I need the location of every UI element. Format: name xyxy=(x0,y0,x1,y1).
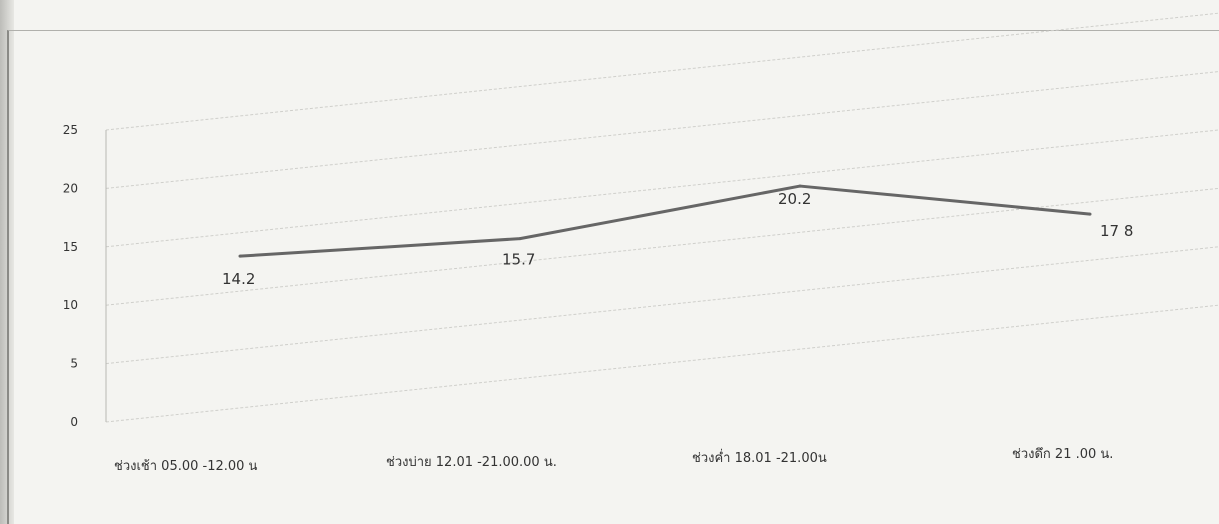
chart-frame xyxy=(7,30,1219,524)
data-label-2: 15.7 xyxy=(502,251,535,269)
x-category-labels: ช่วงเช้า 05.00 -12.00 น ช่วงบ่าย 12.01 -2… xyxy=(114,447,1113,474)
x-category-label-4: ช่วงดึก 21 .00 น. xyxy=(1012,447,1113,462)
data-point-2 xyxy=(518,237,522,241)
gridline-5 xyxy=(105,246,1219,365)
y-tick-label-15: 15 xyxy=(63,240,78,254)
data-label-1: 14.2 xyxy=(222,270,255,288)
data-label-3: 20.2 xyxy=(778,190,811,208)
y-tick-label-0: 0 xyxy=(70,415,78,429)
x-category-label-1: ช่วงเช้า 05.00 -12.00 น xyxy=(114,459,258,474)
y-tick-label-25: 25 xyxy=(63,123,78,137)
y-tick-label-5: 5 xyxy=(70,357,78,371)
gridline-25 xyxy=(105,12,1219,131)
y-tick-label-20: 20 xyxy=(63,181,78,195)
y-tick-labels: 0 5 10 15 20 25 xyxy=(63,123,78,429)
series-line-group xyxy=(238,184,1092,258)
data-label-4: 17 8 xyxy=(1100,222,1133,240)
gridline-0 xyxy=(105,304,1219,423)
y-tick-label-10: 10 xyxy=(63,298,78,312)
data-labels: 14.2 15.7 20.2 17 8 xyxy=(222,190,1133,288)
x-category-label-3: ช่วงค่ำ 18.01 -21.00น xyxy=(692,449,827,466)
x-category-label-2: ช่วงบ่าย 12.01 -21.00.00 น. xyxy=(386,455,557,470)
data-point-4 xyxy=(1088,212,1092,216)
data-point-3 xyxy=(798,184,802,188)
gridline-10 xyxy=(105,187,1219,306)
data-point-1 xyxy=(238,254,242,258)
series-line xyxy=(239,184,1091,258)
gridlines xyxy=(105,12,1219,423)
gridline-20 xyxy=(105,71,1219,189)
gridline-15 xyxy=(105,129,1219,248)
